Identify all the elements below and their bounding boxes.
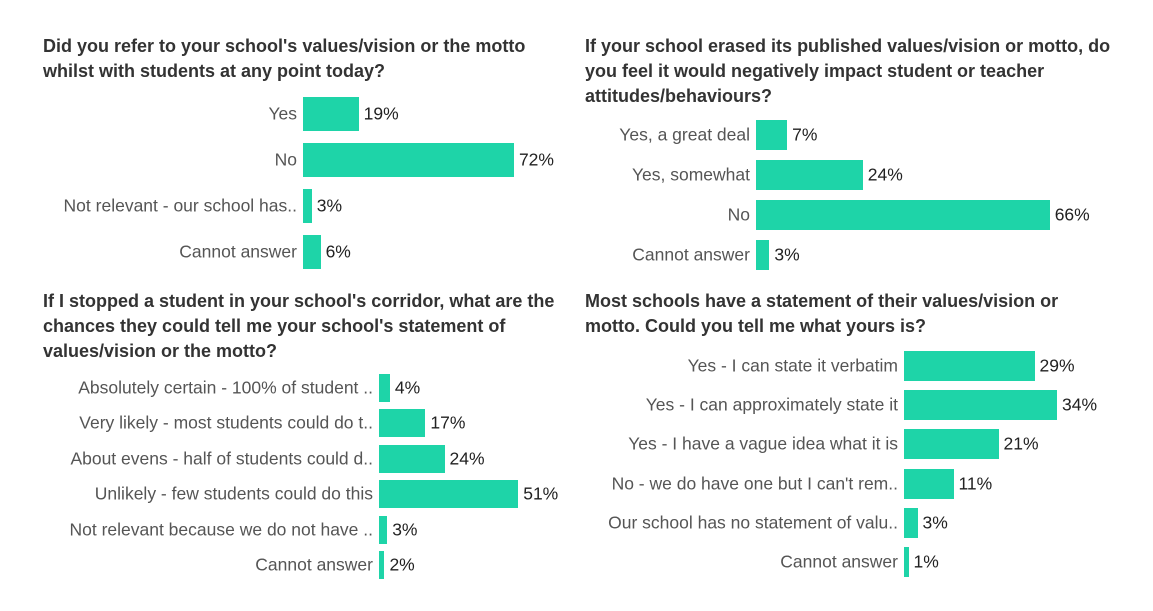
- category-label: Our school has no statement of valu..: [608, 512, 898, 533]
- value-label: 21%: [1003, 433, 1039, 454]
- chart-title: If your school erased its published valu…: [585, 36, 1111, 106]
- value-label: 7%: [792, 124, 818, 145]
- bar: [904, 547, 909, 577]
- value-label: 72%: [518, 149, 554, 170]
- category-label: Not relevant because we do not have ..: [69, 519, 373, 540]
- bar: [303, 235, 321, 269]
- value-label: 3%: [392, 519, 418, 540]
- category-label: Yes, somewhat: [631, 164, 750, 185]
- bar: [904, 390, 1057, 420]
- category-label: Yes, a great deal: [619, 124, 750, 145]
- bar: [379, 374, 390, 402]
- bar: [904, 351, 1035, 381]
- bar: [379, 445, 445, 473]
- bar: [756, 160, 863, 190]
- bar: [756, 120, 788, 150]
- value-label: 3%: [316, 195, 343, 216]
- value-label: 51%: [523, 483, 559, 504]
- category-label: No: [727, 204, 750, 225]
- bar: [904, 429, 999, 459]
- category-label: Yes - I can approximately state it: [645, 394, 898, 415]
- category-label: Absolutely certain - 100% of student ..: [78, 377, 373, 398]
- value-label: 4%: [394, 377, 421, 398]
- value-label: 17%: [430, 412, 466, 433]
- category-label: Very likely - most students could do t..: [79, 412, 373, 433]
- category-label: Cannot answer: [255, 554, 373, 575]
- bar: [904, 508, 918, 538]
- category-label: Yes: [268, 103, 297, 124]
- category-label: Yes - I have a vague idea what it is: [628, 433, 898, 454]
- value-label: 11%: [958, 473, 993, 494]
- value-label: 66%: [1054, 204, 1090, 225]
- category-label: Cannot answer: [179, 241, 297, 262]
- value-label: 34%: [1062, 394, 1098, 415]
- bar: [303, 97, 359, 131]
- chart-title: If I stopped a student in your school's …: [43, 291, 555, 361]
- value-label: 29%: [1039, 355, 1075, 376]
- category-label: Not relevant - our school has..: [63, 195, 297, 216]
- category-label: No - we do have one but I can't rem..: [611, 473, 898, 494]
- value-label: 6%: [325, 241, 351, 262]
- category-label: Yes - I can state it verbatim: [687, 355, 898, 376]
- bar: [756, 200, 1050, 230]
- category-label: Cannot answer: [632, 244, 750, 265]
- bar: [379, 409, 426, 437]
- value-label: 3%: [922, 512, 948, 533]
- value-label: 19%: [363, 103, 399, 124]
- value-label: 3%: [774, 244, 800, 265]
- value-label: 1%: [913, 551, 939, 572]
- bar: [379, 551, 385, 579]
- bar: [904, 469, 954, 499]
- category-label: Cannot answer: [780, 551, 898, 572]
- category-label: About evens - half of students could d..: [70, 448, 373, 469]
- value-label: 2%: [389, 554, 415, 575]
- bar: [379, 516, 388, 544]
- category-label: No: [274, 149, 297, 170]
- value-label: 24%: [449, 448, 485, 469]
- bar: [303, 143, 514, 177]
- bar: [756, 240, 770, 270]
- bar: [379, 480, 519, 508]
- bar: [303, 189, 312, 223]
- category-label: Unlikely - few students could do this: [94, 483, 373, 504]
- value-label: 24%: [867, 164, 903, 185]
- chart-title: Did you refer to your school's values/vi…: [43, 36, 526, 81]
- chart-title: Most schools have a statement of their v…: [585, 291, 1059, 336]
